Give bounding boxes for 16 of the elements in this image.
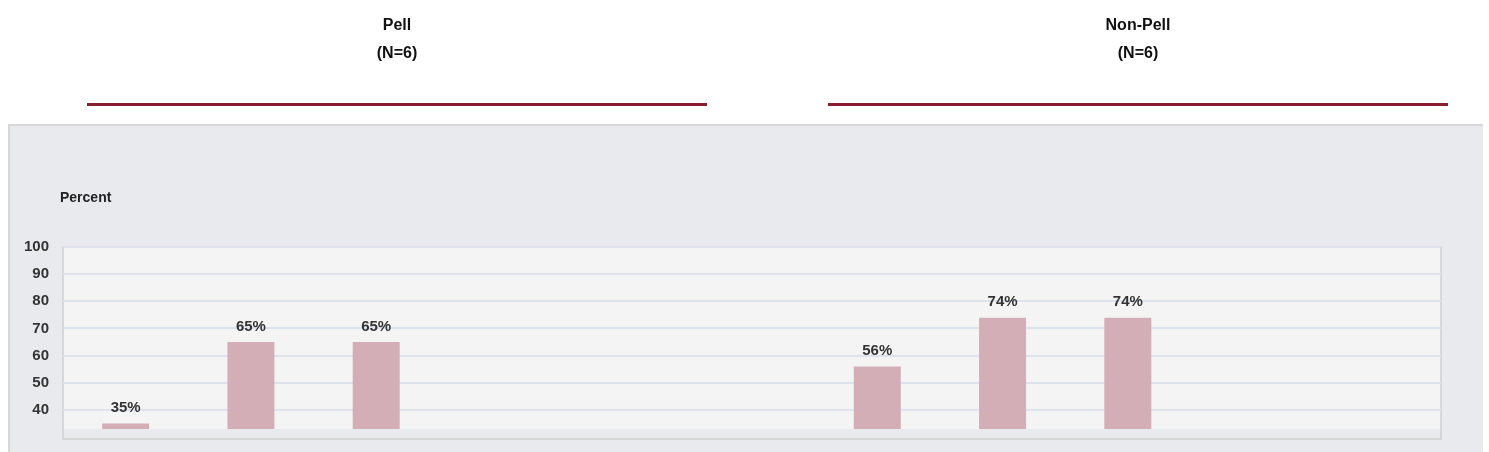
data-label: 65% bbox=[361, 316, 392, 334]
y-tick-label: 40 bbox=[32, 400, 50, 418]
data-label: 74% bbox=[1112, 292, 1143, 310]
text: Pell (N=6) bbox=[375, 15, 419, 63]
data-label: 65% bbox=[235, 316, 266, 334]
data-label: 74% bbox=[987, 292, 1018, 310]
y-tick-label: 50 bbox=[32, 372, 50, 390]
y-tick-label: 80 bbox=[32, 291, 50, 309]
data-label: 56% bbox=[862, 341, 893, 359]
text: Non-Pell (N=6) bbox=[1104, 15, 1172, 63]
y-tick-label: 100 bbox=[24, 237, 50, 255]
data-label: 35% bbox=[110, 398, 141, 416]
y-axis-title: Percent bbox=[60, 188, 112, 205]
y-tick-label: 90 bbox=[32, 264, 50, 282]
y-tick-label: 70 bbox=[32, 318, 50, 336]
y-tick-label: 60 bbox=[32, 345, 50, 363]
